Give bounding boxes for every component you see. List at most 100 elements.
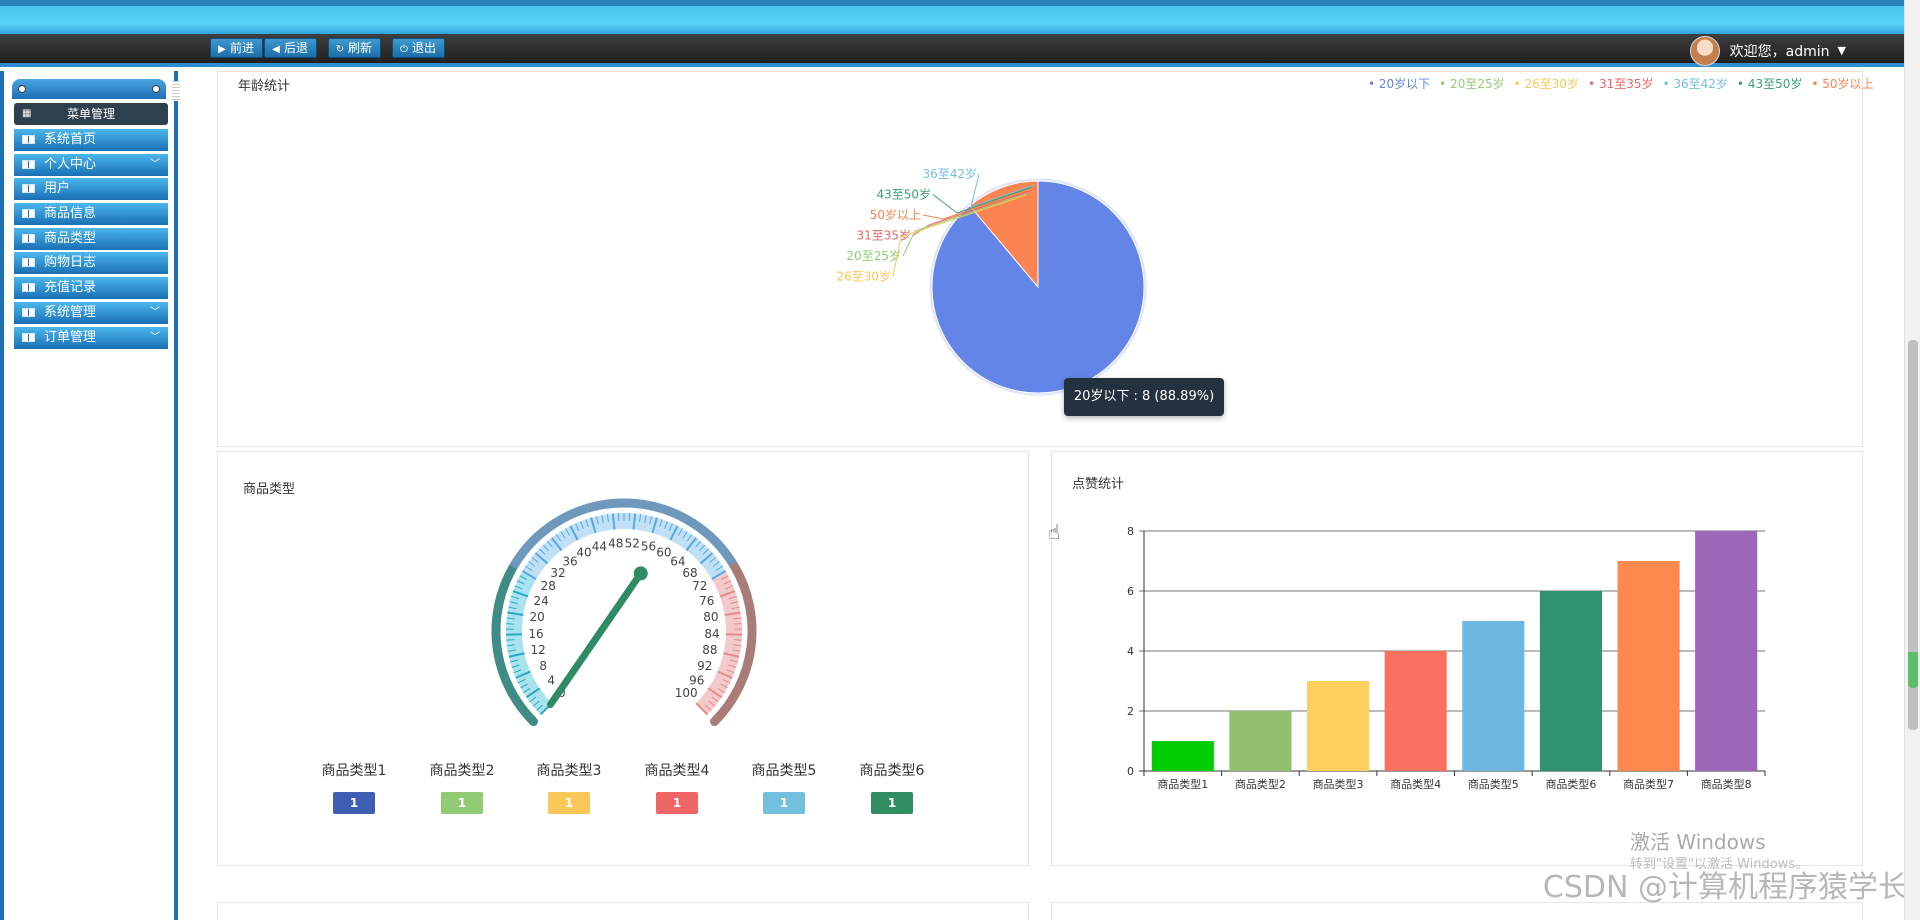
- gauge-tick: [536, 704, 543, 711]
- scrollbar-thumb[interactable]: [1908, 340, 1918, 730]
- legend-item[interactable]: • 31至35岁: [1588, 77, 1654, 91]
- sidebar-item-product-info[interactable]: 商品信息: [14, 203, 168, 226]
- gauge-tick: [532, 700, 540, 707]
- gauge-tick-label: 16: [528, 627, 543, 641]
- user-greeting: 欢迎您，admin: [1729, 43, 1830, 60]
- bar-y-tick-label: 6: [1127, 585, 1134, 598]
- gauge-tick-label: 92: [697, 659, 712, 673]
- gauge-tick-label: 48: [608, 536, 623, 550]
- legend-item[interactable]: • 36至42岁: [1662, 77, 1728, 91]
- bar-x-tick-label: 商品类型8: [1701, 777, 1752, 791]
- gauge-tick-label: 20: [529, 610, 544, 624]
- gauge-tick: [644, 514, 647, 524]
- sidebar-item-shopping-log[interactable]: 购物日志: [14, 252, 168, 275]
- sidebar-item-product-type[interactable]: 商品类型: [14, 227, 168, 250]
- gauge-tick-label: 44: [592, 539, 607, 553]
- gauge-tick: [712, 561, 720, 567]
- pie-leader-line: [892, 194, 1027, 277]
- pie-slice-label: 43至50岁: [876, 187, 931, 202]
- bar-x-tick-label: 商品类型6: [1545, 777, 1596, 791]
- gauge-tick: [508, 606, 517, 610]
- avatar[interactable]: [1689, 35, 1720, 66]
- gauge-tick: [678, 528, 683, 536]
- gauge-tick: [529, 696, 537, 703]
- legend-item[interactable]: • 43至50岁: [1736, 77, 1803, 91]
- gauge-tick: [512, 590, 529, 598]
- bottom-left-panel: [217, 902, 1029, 920]
- gauge-tick: [611, 513, 616, 530]
- pie-slice-label: 26至30岁: [836, 269, 891, 284]
- chevron-down-icon[interactable]: ▼: [1837, 44, 1846, 57]
- gauge-tick: [730, 601, 739, 605]
- legend-item[interactable]: • 26至30岁: [1513, 77, 1580, 91]
- gauge-tick-label: 88: [702, 643, 717, 657]
- gauge-tick: [542, 544, 550, 552]
- bar: [1384, 651, 1447, 771]
- gauge-tick: [519, 575, 528, 580]
- gauge-tick: [708, 700, 716, 707]
- toolbar: ▶ 前进 ◀ 后退 ↻ 刷新 ⏻ 退出 欢迎您，admin ▼: [0, 34, 1904, 67]
- gauge-tick-label: 40: [576, 546, 591, 560]
- book-icon: [22, 283, 35, 293]
- gauge-category-label: 商品类型1: [321, 763, 387, 779]
- gauge-tick: [723, 580, 731, 585]
- gauge-tick: [510, 659, 519, 663]
- pie-slice-label: 20至25岁: [846, 248, 901, 263]
- forward-button[interactable]: ▶ 前进: [210, 38, 264, 58]
- sidebar-item-system[interactable]: 系统管理 ﹀: [14, 301, 168, 324]
- bar-y-tick-label: 2: [1127, 705, 1134, 718]
- pin-icon: [18, 85, 26, 93]
- legend-item[interactable]: • 20至25岁: [1439, 77, 1505, 91]
- gauge-tick: [649, 516, 653, 525]
- csdn-watermark: CSDN @计算机程序猿学长: [1542, 870, 1908, 905]
- gauge-tick: [733, 623, 742, 625]
- gauge-tick-label: 96: [689, 673, 704, 687]
- pie-slice-label: 31至35岁: [856, 228, 911, 243]
- gauge-category-value: 1: [656, 792, 698, 814]
- gauge-tick: [733, 617, 742, 620]
- refresh-button[interactable]: ↻ 刷新: [328, 38, 382, 58]
- activation-watermark-sub: 转到"设置"以激活 Windows。: [1630, 857, 1809, 872]
- bar: [1307, 681, 1370, 771]
- gauge-tick-label: 52: [625, 536, 640, 550]
- sidebar-item-recharge[interactable]: 充值记录: [14, 277, 168, 300]
- gauge-tick: [509, 601, 518, 605]
- sidebar-resize-grip[interactable]: [172, 81, 180, 101]
- gauge-tick-label: 84: [704, 627, 719, 641]
- gauge-tick: [729, 659, 738, 663]
- gauge-tick: [702, 548, 710, 555]
- gauge-band: [491, 562, 538, 727]
- age-pie-chart: 36至42岁 43至50岁 50岁以上 31至35岁 20至25岁 26至30岁: [836, 166, 1147, 396]
- gauge-tick-label: 64: [670, 554, 685, 568]
- book-icon: [22, 184, 35, 194]
- gauge-tick: [595, 516, 599, 525]
- bar-y-tick-label: 8: [1127, 525, 1134, 538]
- sidebar-item-users[interactable]: 用户: [14, 178, 168, 201]
- legend-item[interactable]: • 50岁以上: [1811, 77, 1874, 91]
- logout-button[interactable]: ⏻ 退出: [392, 38, 446, 58]
- gauge-tick-label: 80: [703, 610, 718, 624]
- gauge-tick: [528, 561, 536, 567]
- sidebar-item-personal-center[interactable]: 个人中心 ﹀: [14, 153, 168, 176]
- gauge-tick: [699, 552, 714, 565]
- gauge-tick: [534, 552, 549, 565]
- user-menu[interactable]: 欢迎您，admin ▼: [1689, 34, 1846, 67]
- back-button[interactable]: ◀ 后退: [264, 38, 318, 58]
- book-icon: [22, 332, 35, 342]
- page-scrollbar[interactable]: [1904, 0, 1920, 920]
- book-icon: [22, 209, 35, 219]
- gauge-category-value: 1: [871, 792, 913, 814]
- gauge-tick: [659, 519, 663, 528]
- gauge-tick: [720, 683, 728, 689]
- sidebar-item-orders[interactable]: 订单管理 ﹀: [14, 326, 168, 349]
- sidebar-item-home[interactable]: 系统首页: [14, 129, 168, 151]
- gauge-category-value: 1: [441, 792, 483, 814]
- gauge-tick: [711, 696, 719, 703]
- gauge-tick: [723, 652, 740, 658]
- gauge-tick: [511, 595, 520, 600]
- pie-leader-line: [922, 188, 1032, 220]
- gauge-tick-label: 24: [534, 594, 549, 608]
- gauge-category-value: 1: [333, 792, 375, 814]
- legend-item[interactable]: • 20岁以下: [1368, 77, 1431, 91]
- gauge-tick: [695, 702, 709, 716]
